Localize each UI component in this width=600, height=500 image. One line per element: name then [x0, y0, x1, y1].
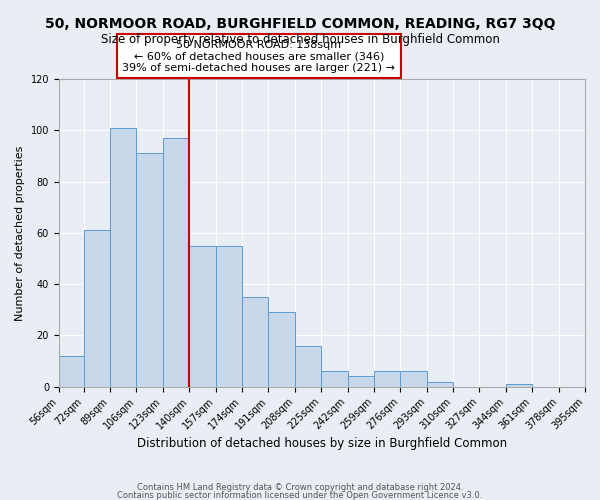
Bar: [110, 128, 136, 386]
Bar: [374, 372, 400, 386]
Bar: [506, 384, 532, 386]
Bar: [189, 246, 215, 386]
Y-axis label: Number of detached properties: Number of detached properties: [15, 145, 25, 320]
Text: 50 NORMOOR ROAD: 138sqm
← 60% of detached houses are smaller (346)
39% of semi-d: 50 NORMOOR ROAD: 138sqm ← 60% of detache…: [122, 40, 395, 73]
Bar: [295, 346, 321, 387]
X-axis label: Distribution of detached houses by size in Burghfield Common: Distribution of detached houses by size …: [137, 437, 507, 450]
Bar: [242, 297, 268, 386]
Text: Contains HM Land Registry data © Crown copyright and database right 2024.: Contains HM Land Registry data © Crown c…: [137, 482, 463, 492]
Bar: [427, 382, 453, 386]
Bar: [347, 376, 374, 386]
Bar: [400, 372, 427, 386]
Bar: [83, 230, 110, 386]
Bar: [215, 246, 242, 386]
Bar: [321, 372, 347, 386]
Bar: [136, 154, 163, 386]
Bar: [268, 312, 295, 386]
Text: Size of property relative to detached houses in Burghfield Common: Size of property relative to detached ho…: [101, 32, 499, 46]
Text: 50, NORMOOR ROAD, BURGHFIELD COMMON, READING, RG7 3QQ: 50, NORMOOR ROAD, BURGHFIELD COMMON, REA…: [45, 18, 555, 32]
Text: Contains public sector information licensed under the Open Government Licence v3: Contains public sector information licen…: [118, 491, 482, 500]
Bar: [59, 356, 83, 386]
Bar: [163, 138, 189, 386]
